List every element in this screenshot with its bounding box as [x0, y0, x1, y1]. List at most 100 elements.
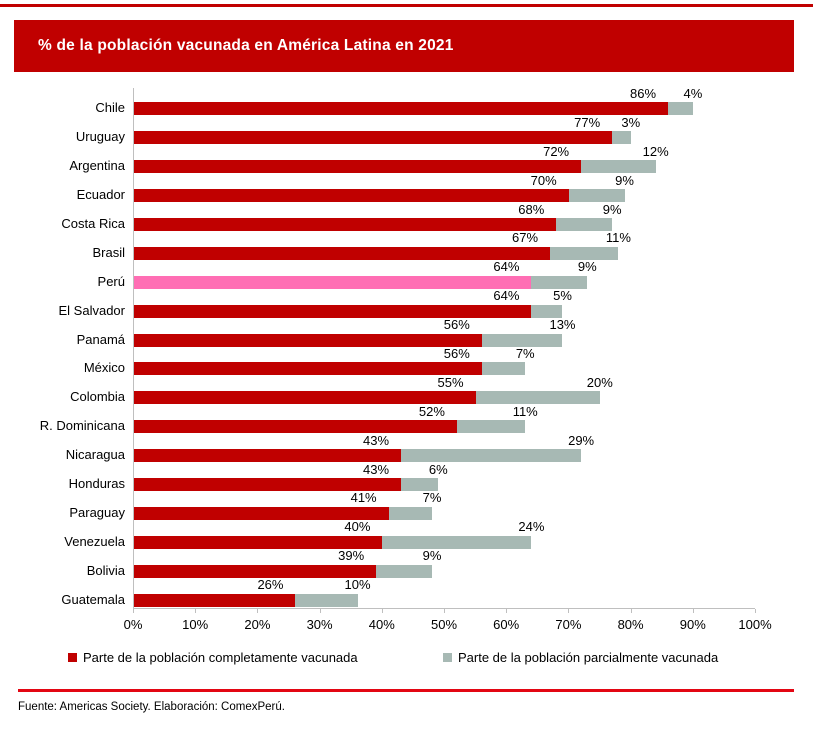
- bar-segment-complete: [134, 246, 551, 260]
- axis-tick: [568, 609, 570, 613]
- axis-tick: [381, 609, 383, 613]
- value-label-partial: 7%: [422, 490, 442, 506]
- bar-row: 67% 11%: [134, 230, 755, 261]
- bar-segment-complete: [134, 189, 569, 203]
- bar-segment-complete: [134, 564, 377, 578]
- bar-segment-complete: [134, 275, 532, 289]
- plot-area: 86% 4% 77% 3% 72% 12% 70% 9% 68% 9% 67% 11% 64% 9% 64%…: [133, 86, 755, 608]
- bar-row: 40% 24%: [134, 520, 755, 550]
- axis-tick-label: 70%: [555, 617, 582, 632]
- category-label: R. Dominicana: [39, 418, 125, 434]
- axis-tick-label: 90%: [679, 617, 706, 632]
- axis-tick: [692, 609, 694, 613]
- category-label: Ecuador: [76, 187, 125, 203]
- category-label: Guatemala: [61, 591, 125, 607]
- bar-segment-complete: [134, 362, 482, 376]
- value-label-complete: 64%: [493, 259, 520, 275]
- bar-segment-complete: [134, 131, 613, 145]
- category-label: Nicaragua: [65, 447, 125, 463]
- bar-segment-complete: [134, 593, 296, 607]
- value-label-partial: 29%: [568, 432, 595, 448]
- value-label-partial: 11%: [512, 403, 538, 419]
- value-label-complete: 68%: [518, 201, 545, 217]
- category-label: Paraguay: [69, 504, 125, 520]
- value-label-partial: 5%: [553, 288, 572, 304]
- bar-segment-complete: [134, 420, 457, 434]
- bar-segment-partial: [481, 362, 526, 376]
- category-axis: Chile Uruguay Argentina Ecuador Costa Rica Br…: [0, 88, 125, 608]
- axis-tick: [755, 609, 756, 613]
- value-label-complete: 43%: [363, 461, 390, 477]
- category-label: Panamá: [76, 331, 125, 347]
- value-label-complete: 77%: [574, 114, 601, 130]
- title-banner: % de la población vacunada en América La…: [14, 20, 794, 72]
- bar-segment-complete: [134, 506, 389, 520]
- bar-segment-partial: [556, 217, 613, 231]
- value-label-partial: 6%: [428, 461, 448, 477]
- bar-segment-partial: [401, 449, 582, 463]
- value-label-complete: 86%: [630, 86, 657, 101]
- axis-tick-label: 30%: [306, 617, 333, 632]
- axis-tick-label: 80%: [617, 617, 644, 632]
- chart-title: % de la población vacunada en América La…: [38, 37, 454, 54]
- category-label: Colombia: [70, 389, 125, 405]
- category-label: México: [83, 360, 125, 376]
- bar-row: 70% 9%: [134, 172, 755, 204]
- category-label: Uruguay: [75, 129, 125, 145]
- value-label-complete: 70%: [530, 172, 557, 188]
- axis-tick-label: 40%: [368, 617, 395, 632]
- bar-row: 72% 12%: [134, 145, 755, 175]
- axis-tick-label: 0%: [123, 617, 143, 632]
- axis-tick: [195, 609, 197, 613]
- bar-row: 55% 20%: [134, 376, 755, 406]
- axis-tick: [319, 609, 321, 613]
- source-note: Fuente: Americas Society. Elaboración: C…: [18, 701, 285, 713]
- bar-segment-partial: [612, 131, 631, 145]
- bar-segment-complete: [134, 160, 582, 174]
- bar-segment-complete: [134, 102, 669, 116]
- value-label-complete: 52%: [418, 403, 445, 419]
- legend-marker-complete: [68, 653, 77, 662]
- category-label: Venezuela: [64, 533, 125, 549]
- category-label: Perú: [97, 273, 125, 289]
- bar-segment-partial: [550, 246, 619, 260]
- axis-tick: [444, 609, 445, 613]
- axis-tick: [506, 609, 508, 613]
- axis-tick-label: 50%: [430, 617, 458, 632]
- value-label-partial: 4%: [683, 86, 703, 101]
- bar-row: 43% 6%: [134, 461, 755, 493]
- bar-row: 26% 10%: [134, 578, 755, 608]
- value-label-complete: 43%: [363, 432, 390, 448]
- bar-segment-complete: [134, 391, 476, 405]
- category-label: Argentina: [69, 158, 125, 174]
- bar-row: 77% 3%: [134, 114, 755, 146]
- axis-tick-label: 20%: [244, 617, 271, 632]
- axis-tick: [257, 609, 259, 613]
- bar-segment-partial: [456, 420, 526, 434]
- bar-segment-partial: [401, 477, 439, 491]
- value-label-complete: 41%: [350, 490, 377, 506]
- bar-row: 52% 11%: [134, 403, 755, 435]
- category-label: Chile: [95, 100, 125, 116]
- bar-segment-partial: [581, 160, 656, 174]
- bar-segment-partial: [481, 333, 563, 347]
- value-label-complete: 39%: [338, 548, 365, 564]
- bar-segment-partial: [295, 593, 358, 607]
- value-label-partial: 7%: [515, 346, 535, 362]
- bar-segment-complete: [134, 304, 532, 318]
- bar-segment-complete: [134, 217, 557, 231]
- value-label-complete: 67%: [512, 230, 539, 246]
- legend-label-partial: Parte de la población parcialmente vacun…: [458, 650, 719, 665]
- value-label-partial: 9%: [577, 259, 597, 275]
- value-label-complete: 64%: [493, 288, 520, 304]
- axis-tick-label: 100%: [738, 617, 772, 632]
- category-label: Honduras: [68, 475, 125, 491]
- bar-segment-complete: [134, 449, 402, 463]
- legend-marker-partial: [443, 653, 452, 662]
- top-red-rule: [0, 4, 813, 7]
- value-label-complete: 56%: [443, 346, 470, 362]
- bar-segment-partial: [531, 304, 563, 318]
- axis-tick: [133, 609, 134, 613]
- bar-segment-partial: [475, 391, 600, 405]
